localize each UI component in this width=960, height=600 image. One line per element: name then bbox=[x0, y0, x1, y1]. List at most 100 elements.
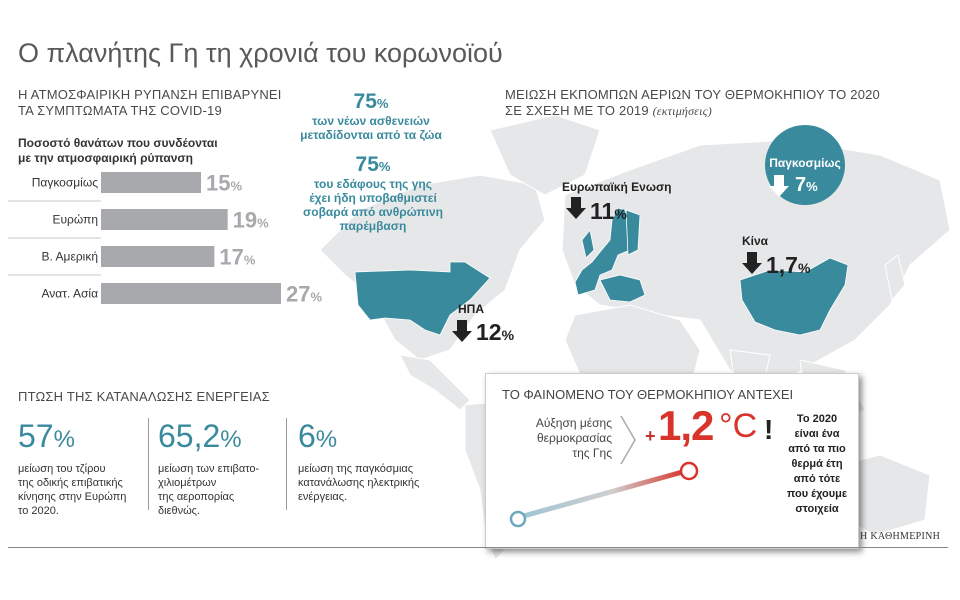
air-title-line1: Η ΑΤΜΟΣΦΑΙΡΙΚΗ ΡΥΠΑΝΣΗ ΕΠΙΒΑΡΥΝΕΙ bbox=[18, 87, 282, 102]
emissions-title-line2-text: ΣΕ ΣΧΕΣΗ ΜΕ ΤΟ 2019 bbox=[505, 103, 649, 118]
energy-electricity-line1: μείωση της παγκόσμιας bbox=[298, 463, 414, 475]
temp-increase-label: Αύξηση μέσης θερμοκρασίας της Γης bbox=[504, 416, 612, 461]
chart-subtitle-line2: με την ατμοσφαιρική ρύπανση bbox=[18, 151, 193, 165]
energy-road-line2: της οδικής επιβατικής bbox=[18, 477, 123, 489]
energy-electricity-unit: % bbox=[315, 426, 338, 453]
energy-stat-road: 57% μείωση του τζίρου της οδικής επιβατι… bbox=[18, 418, 148, 518]
temp-increase-value: 1,2 bbox=[658, 402, 714, 449]
air-pollution-title: Η ΑΤΜΟΣΦΑΙΡΙΚΗ ΡΥΠΑΝΣΗ ΕΠΙΒΑΡΥΝΕΙ ΤΑ ΣΥΜ… bbox=[18, 87, 282, 119]
global-label: Παγκοσμίως bbox=[769, 156, 841, 170]
energy-road-line4: το 2020. bbox=[18, 505, 59, 517]
chart-subtitle: Ποσοστό θανάτων που συνδέονται με την ατ… bbox=[18, 136, 218, 166]
stat-land-value: 75 bbox=[355, 153, 379, 176]
chart-subtitle-line1: Ποσοστό θανάτων που συνδέονται bbox=[18, 136, 218, 150]
eu-value-number: 11 bbox=[590, 198, 615, 224]
map-eu-uk bbox=[581, 229, 595, 259]
chevron-right-icon bbox=[620, 415, 636, 465]
energy-title: ΠΤΩΣΗ ΤΗΣ ΚΑΤΑΝΑΛΩΣΗΣ ΕΝΕΡΓΕΙΑΣ bbox=[18, 389, 270, 404]
usa-value-number: 12 bbox=[476, 319, 502, 345]
map-eu-2 bbox=[599, 274, 646, 303]
energy-road-value: 57% bbox=[18, 418, 148, 458]
note-line5: από τότε bbox=[793, 473, 841, 485]
energy-aviation-line3: της αεροπορίας bbox=[158, 491, 235, 503]
china-value-unit: % bbox=[797, 260, 811, 276]
divider bbox=[286, 418, 287, 510]
global-value-number: 7 bbox=[795, 174, 807, 196]
energy-aviation-number: 65,2 bbox=[158, 418, 221, 454]
energy-road-unit: % bbox=[53, 426, 75, 453]
global-value-unit: % bbox=[806, 179, 818, 194]
publisher-logo: Η ΚΑΘΗΜΕΡΙΝΗ bbox=[860, 531, 941, 542]
energy-electricity-line2: κατανάλωσης ηλεκτρικής bbox=[298, 477, 420, 489]
stat-zoonotic-line1: των νέων ασθενειών bbox=[312, 114, 430, 128]
energy-aviation-desc: μείωση των επιβατο- χιλιομέτρων της αερο… bbox=[158, 462, 288, 518]
energy-electricity-desc: μείωση της παγκόσμιας κατανάλωσης ηλεκτρ… bbox=[298, 462, 448, 504]
energy-electricity-value: 6% bbox=[298, 418, 448, 458]
stat-land-line2: έχει ήδη υποβαθμιστεί bbox=[309, 191, 437, 205]
pollution-bar-chart: Παγκοσμίως 15% Ευρώπη 19% Β. Αμερική 17% Ανατ.… bbox=[8, 171, 322, 307]
footer-divider bbox=[8, 547, 948, 548]
map-eu-3 bbox=[625, 209, 641, 256]
eu-value: 11% bbox=[590, 198, 627, 225]
china-value-number: 1,7 bbox=[766, 252, 798, 278]
china-label: Κίνα bbox=[742, 234, 769, 248]
down-arrow-icon bbox=[769, 175, 789, 197]
bar bbox=[101, 172, 201, 193]
map-china bbox=[739, 257, 849, 336]
eu-value-unit: % bbox=[614, 206, 627, 222]
energy-aviation-value: 65,2% bbox=[158, 418, 288, 458]
map-japan bbox=[884, 254, 906, 302]
emissions-title: ΜΕΙΩΣΗ ΕΚΠΟΜΠΩΝ ΑΕΡΙΩΝ ΤΟΥ ΘΕΡΜΟΚΗΠΙΟΥ Τ… bbox=[505, 87, 880, 119]
note-line2: είναι ένα bbox=[794, 428, 840, 440]
warmest-year-note: Το 2020 είναι ένα από τα πιο θερμά έτη α… bbox=[779, 412, 855, 517]
air-title-line2: ΤΑ ΣΥΜΠΤΩΜΑΤΑ ΤΗΣ COVID-19 bbox=[18, 103, 222, 118]
usa-value: 12% bbox=[476, 319, 514, 346]
exclamation-icon: ! bbox=[764, 414, 774, 445]
data-label: 27% bbox=[286, 282, 322, 307]
energy-road-line3: κίνησης στην Ευρώπη bbox=[18, 491, 127, 503]
stat-land-line3: σοβαρά από ανθρώπινη bbox=[303, 205, 443, 219]
energy-aviation-line2: χιλιομέτρων bbox=[158, 477, 217, 489]
temp-label-line3: της Γης bbox=[572, 446, 612, 460]
greenhouse-box: ΤΟ ΦΑΙΝΟΜΕΝΟ ΤΟΥ ΘΕΡΜΟΚΗΠΙΟΥ ΑΝΤΕΧΕΙ Αύξ… bbox=[485, 373, 859, 549]
bar bbox=[101, 209, 228, 230]
temp-unit: °C bbox=[719, 407, 758, 445]
energy-electricity-line3: ενέργειας. bbox=[298, 491, 348, 503]
stat-zoonotic-unit: % bbox=[376, 96, 389, 111]
stat-zoonotic-line2: μεταδίδονται από τα ζώα bbox=[300, 128, 442, 142]
map-usa bbox=[354, 261, 491, 336]
energy-stat-aviation: 65,2% μείωση των επιβατο- χιλιομέτρων τη… bbox=[158, 418, 288, 518]
note-line1: Το 2020 bbox=[796, 413, 838, 425]
bar bbox=[101, 283, 281, 304]
energy-road-desc: μείωση του τζίρου της οδικής επιβατικής … bbox=[18, 462, 148, 518]
energy-electricity-number: 6 bbox=[298, 418, 316, 454]
stat-zoonotic-value: 75 bbox=[353, 90, 377, 113]
page-title: Ο πλανήτης Γη τη χρονιά του κορωνοϊού bbox=[18, 38, 503, 68]
usa-label: ΗΠΑ bbox=[458, 302, 484, 316]
usa-value-unit: % bbox=[501, 327, 515, 343]
note-line6: που έχουμε bbox=[786, 488, 848, 500]
data-label: 17% bbox=[219, 245, 255, 270]
temp-label-line1: Αύξηση μέσης bbox=[535, 416, 612, 430]
map-central-america bbox=[399, 354, 471, 411]
emissions-title-line2: ΣΕ ΣΧΕΣΗ ΜΕ ΤΟ 2019 (εκτιμήσεις) bbox=[505, 103, 880, 119]
down-arrow-icon bbox=[742, 252, 762, 274]
greenhouse-title: ΤΟ ΦΑΙΝΟΜΕΝΟ ΤΟΥ ΘΕΡΜΟΚΗΠΙΟΥ ΑΝΤΕΧΕΙ bbox=[502, 387, 794, 402]
energy-aviation-unit: % bbox=[220, 426, 242, 453]
energy-aviation-line4: διεθνώς. bbox=[158, 505, 201, 517]
global-emissions-badge: Παγκοσμίως 7% bbox=[765, 125, 845, 205]
data-label: 19% bbox=[233, 208, 269, 233]
category-label: Ευρώπη bbox=[52, 213, 98, 227]
bar bbox=[101, 246, 215, 267]
down-arrow-icon bbox=[452, 320, 472, 342]
stat-land-degradation: 75% του εδάφους της γης έχει ήδη υποβαθμ… bbox=[288, 153, 458, 233]
eu-label: Ευρωπαϊκή Ενωση bbox=[562, 180, 672, 194]
temp-label-line2: θερμοκρασίας bbox=[537, 431, 612, 445]
temp-sign: + bbox=[645, 426, 656, 446]
china-value: 1,7% bbox=[766, 252, 810, 279]
energy-road-number: 57 bbox=[18, 418, 54, 454]
emissions-title-line1: ΜΕΙΩΣΗ ΕΚΠΟΜΠΩΝ ΑΕΡΙΩΝ ΤΟΥ ΘΕΡΜΟΚΗΠΙΟΥ Τ… bbox=[505, 87, 880, 102]
map-greenland bbox=[489, 114, 601, 196]
thermometer-gradient-icon bbox=[509, 461, 699, 528]
stat-land-line1: του εδάφους της γης bbox=[314, 177, 432, 191]
